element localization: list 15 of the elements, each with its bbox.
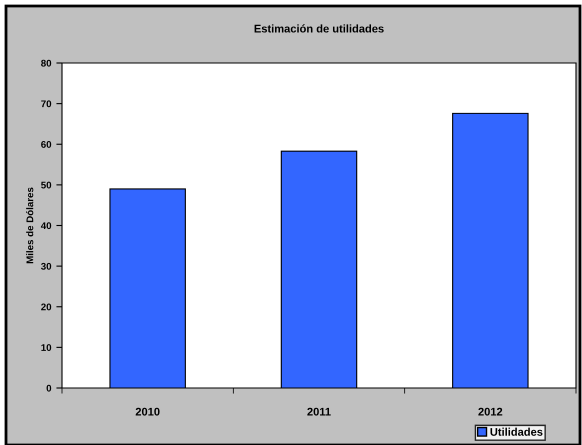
y-tick-label: 70	[41, 100, 52, 108]
y-tick-label: 50	[41, 182, 52, 188]
x-tick-label: 2011	[307, 408, 331, 416]
y-tick-label: 80	[41, 60, 52, 67]
y-axis-title: Miles de Dólares	[26, 188, 34, 264]
y-tick-label: 40	[40, 222, 52, 230]
y-tick-label: 20	[41, 303, 52, 310]
y-tick-label: 10	[41, 344, 52, 351]
x-tick-label: 2010	[136, 408, 160, 416]
chart-title: Estimación de utilidades	[254, 24, 384, 33]
legend-label: Utilidades	[490, 428, 542, 436]
x-tick-label: 2012	[478, 408, 502, 416]
y-tick-label: 0	[46, 384, 52, 392]
y-tick-label: 30	[40, 262, 52, 270]
y-tick-label: 60	[41, 140, 52, 148]
